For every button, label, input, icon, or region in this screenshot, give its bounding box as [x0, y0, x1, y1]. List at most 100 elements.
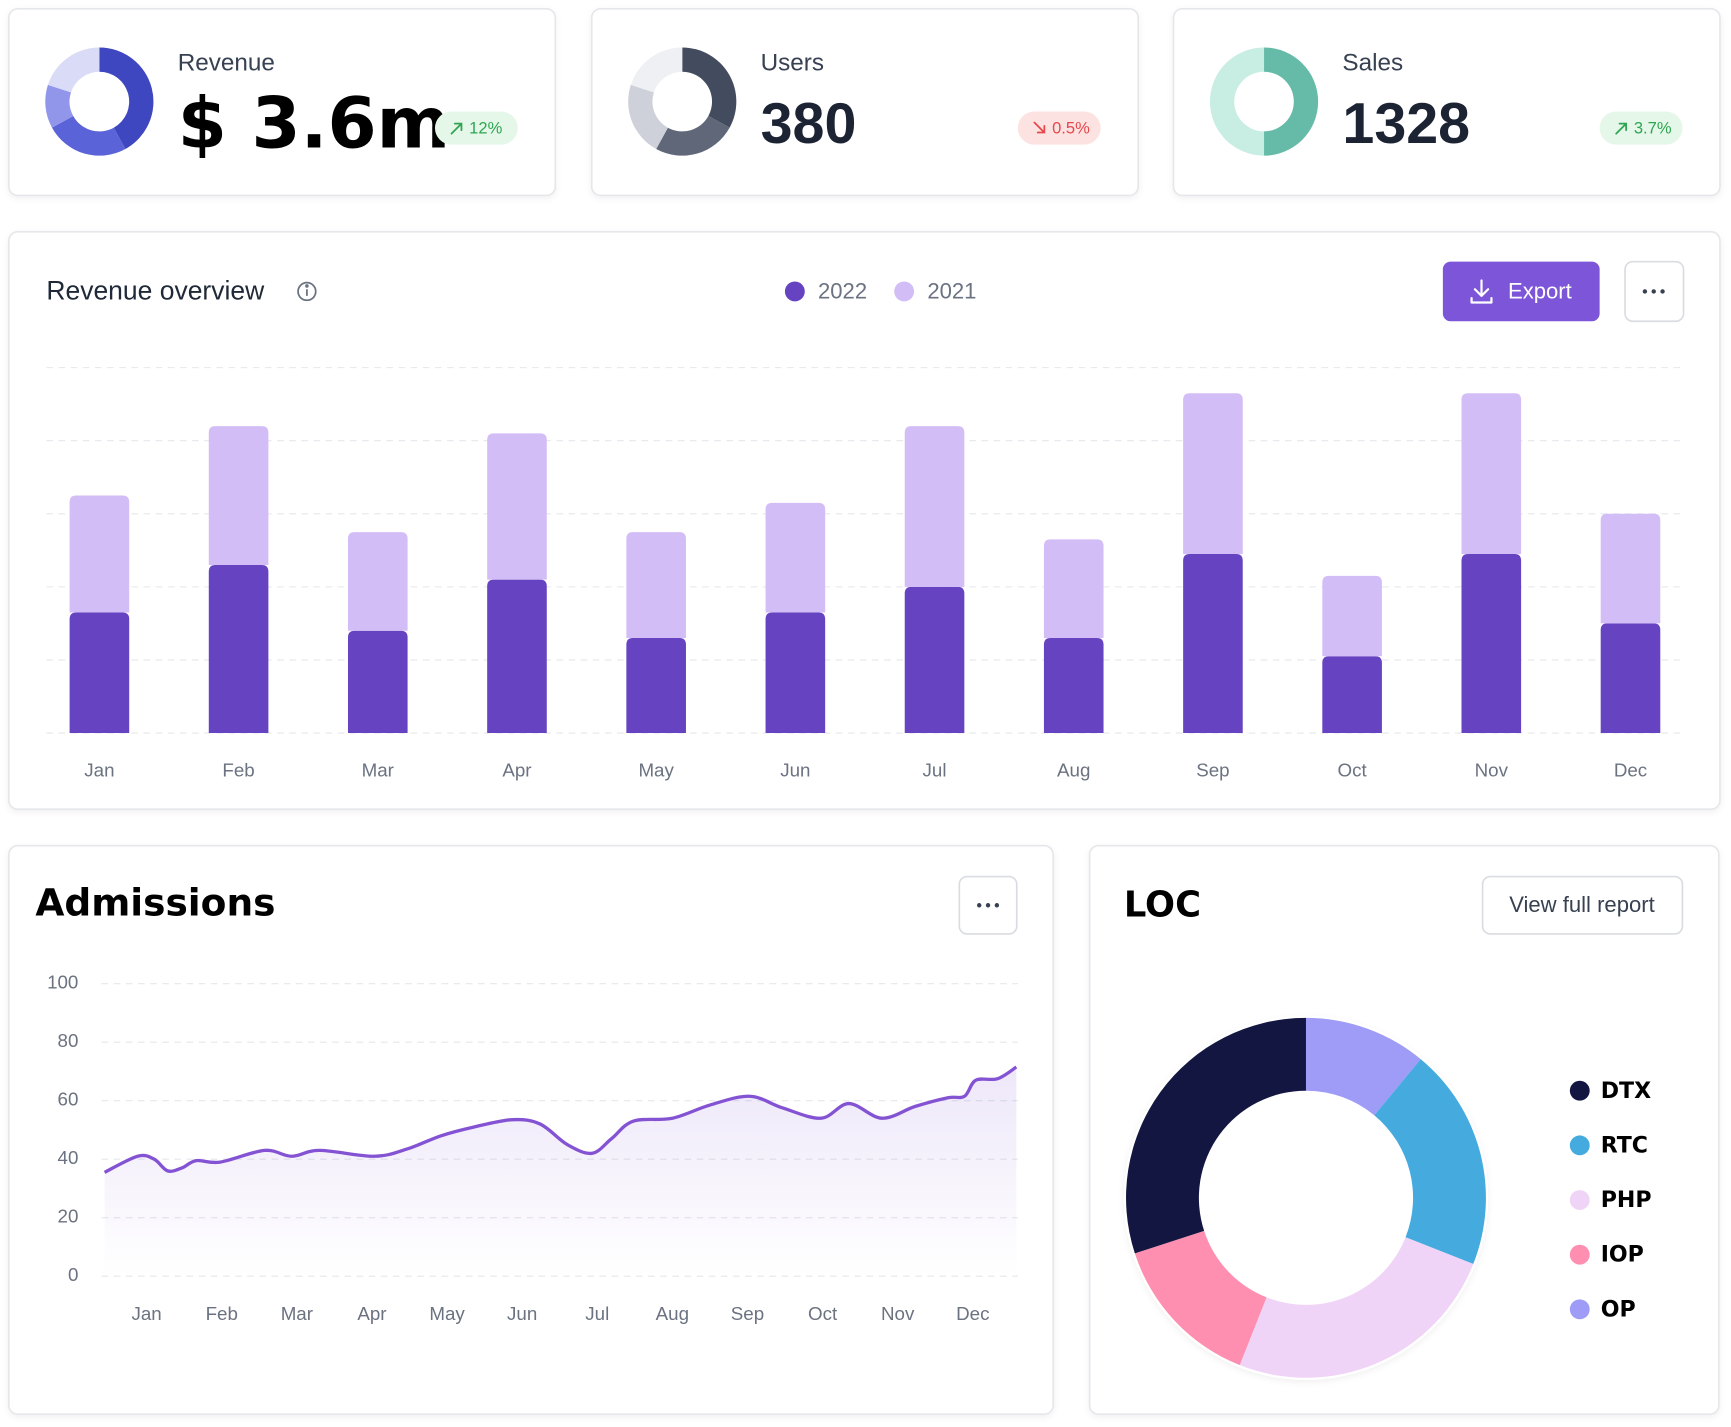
- kpi-value: $ 3.6m: [178, 82, 451, 165]
- x-tick-label: Oct: [1338, 760, 1368, 781]
- bar: [487, 579, 547, 734]
- bar: [765, 612, 826, 734]
- ellipsis-icon: [1642, 289, 1665, 294]
- kpi-donut-segment: [682, 47, 737, 128]
- trend-badge: [1017, 111, 1101, 145]
- x-tick-label: Mar: [281, 1303, 313, 1324]
- bar: [904, 586, 965, 734]
- kpi-donut-segment: [628, 84, 668, 149]
- bar: [69, 495, 130, 613]
- donut-segment: [1126, 1017, 1306, 1254]
- x-tick-label: Nov: [1475, 760, 1509, 781]
- legend-swatch: [894, 281, 915, 302]
- bar: [1322, 656, 1382, 734]
- x-tick-label: Aug: [1057, 760, 1090, 781]
- button-label[interactable]: Export: [1508, 278, 1572, 303]
- x-tick-label: Oct: [808, 1303, 838, 1324]
- ellipsis-icon: [976, 903, 1000, 908]
- donut-segment: [1305, 1017, 1421, 1116]
- x-tick-label: Mar: [362, 760, 394, 781]
- card: [1172, 8, 1721, 197]
- button-bg[interactable]: [1481, 875, 1684, 935]
- legend-label: 2022: [818, 278, 867, 303]
- kpi-donut-segment: [1264, 47, 1319, 156]
- bar: [626, 638, 686, 734]
- bar: [1043, 638, 1104, 734]
- panel: [8, 231, 1721, 811]
- more-button[interactable]: [1624, 260, 1685, 323]
- legend-label: DTX: [1601, 1079, 1651, 1104]
- bar: [1183, 393, 1243, 554]
- y-tick-label: 20: [58, 1206, 79, 1227]
- bar: [1461, 553, 1522, 734]
- legend-label: IOP: [1601, 1243, 1644, 1268]
- kpi-donut-segment: [656, 115, 730, 156]
- kpi-label: Users: [761, 49, 824, 76]
- trend-value: 0.5%: [1052, 119, 1090, 138]
- x-tick-label: Sep: [1196, 760, 1229, 781]
- button-label[interactable]: View full report: [1509, 892, 1655, 917]
- x-tick-label: Sep: [731, 1303, 764, 1324]
- bar: [1183, 553, 1243, 734]
- legend-swatch: [784, 281, 805, 302]
- bar: [765, 502, 826, 613]
- bar: [208, 564, 269, 734]
- kpi-donut-segment: [51, 115, 126, 156]
- kpi-label: Sales: [1342, 49, 1403, 76]
- legend-swatch: [1569, 1190, 1590, 1210]
- legend-swatch: [1569, 1080, 1590, 1101]
- x-tick-label: May: [429, 1303, 465, 1324]
- line: [103, 1065, 1018, 1174]
- kpi-value: 380: [761, 92, 857, 156]
- bar: [1043, 539, 1104, 639]
- bar: [904, 426, 965, 587]
- donut-segment: [1374, 1059, 1486, 1265]
- kpi-label: Revenue: [178, 49, 275, 76]
- export-button[interactable]: Export: [1442, 261, 1600, 322]
- panel-title: LOC: [1124, 884, 1201, 925]
- x-tick-label: Feb: [222, 760, 254, 781]
- panel-title: Admissions: [35, 881, 275, 925]
- info-icon: [297, 281, 317, 302]
- legend-swatch: [1569, 1244, 1590, 1265]
- bar: [1600, 623, 1661, 734]
- bar: [1600, 513, 1661, 624]
- trend-arrow: [1033, 121, 1046, 134]
- x-tick-label: Jul: [585, 1303, 609, 1324]
- y-tick-label: 100: [47, 972, 78, 993]
- x-tick-label: Jan: [132, 1303, 162, 1324]
- bar: [347, 532, 408, 631]
- report-button[interactable]: View full report: [1481, 875, 1684, 935]
- download-icon: [1470, 279, 1493, 304]
- legend-label: RTC: [1601, 1133, 1648, 1158]
- card: [590, 8, 1140, 197]
- more-button[interactable]: [958, 875, 1018, 935]
- donut-segment: [1239, 1237, 1474, 1378]
- x-tick-label: Jun: [780, 760, 810, 781]
- kpi-donut-segment: [47, 47, 100, 93]
- x-tick-label: Apr: [357, 1303, 386, 1324]
- kpi-donut-segment: [99, 47, 154, 149]
- legend-label: OP: [1601, 1297, 1636, 1322]
- y-tick-label: 80: [58, 1030, 79, 1051]
- x-tick-label: Dec: [1614, 760, 1647, 781]
- legend-label: PHP: [1601, 1188, 1652, 1213]
- bar: [487, 433, 547, 580]
- kpi-donut-segment: [45, 84, 74, 128]
- bar: [1461, 393, 1522, 554]
- legend-swatch: [1569, 1299, 1590, 1320]
- y-tick-label: 60: [58, 1089, 79, 1110]
- trend-value: 3.7%: [1634, 119, 1672, 138]
- x-tick-label: Jun: [507, 1303, 537, 1324]
- button-bg[interactable]: [1442, 261, 1600, 322]
- donut-segment: [1134, 1230, 1267, 1366]
- area: [104, 1067, 1017, 1277]
- legend-swatch: [1569, 1135, 1590, 1156]
- trend-badge: [434, 111, 518, 145]
- kpi-cards: [8, 8, 1721, 197]
- trend-value: 12%: [469, 119, 502, 138]
- x-tick-label: May: [638, 760, 674, 781]
- bar: [208, 426, 269, 565]
- bar: [69, 612, 130, 734]
